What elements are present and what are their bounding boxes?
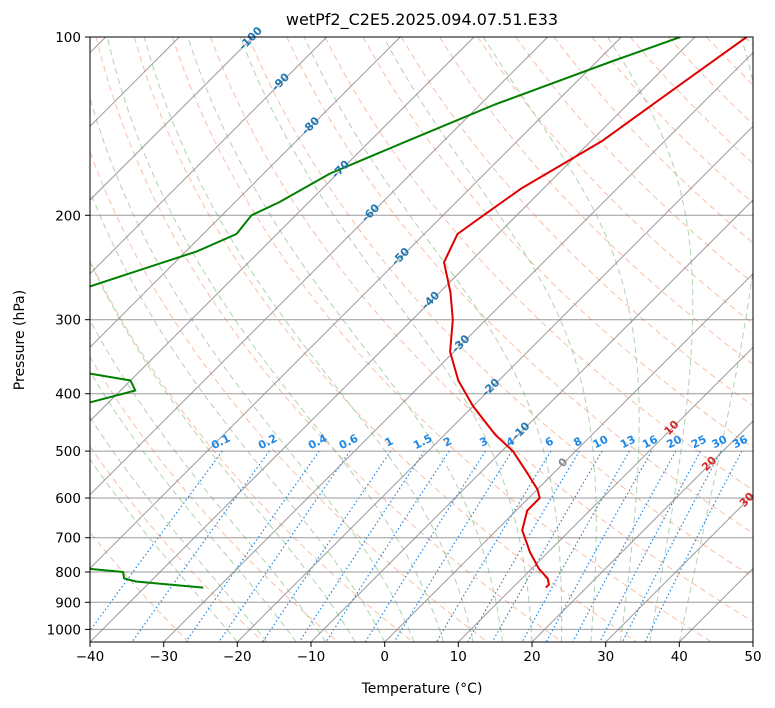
y-tick-label: 400	[55, 387, 81, 403]
mixing-ratio-line	[298, 450, 425, 642]
mixing-ratio-line	[218, 450, 351, 642]
x-tick-label: 0	[380, 649, 389, 665]
x-tick-label: 30	[597, 649, 614, 665]
dry-adiabat	[171, 37, 712, 642]
mixing-ratio-line	[545, 450, 653, 642]
x-tick-label: 10	[450, 649, 467, 665]
background-lines	[90, 37, 753, 642]
chart-title: wetPf2_C2E5.2025.094.07.51.E33	[286, 10, 558, 30]
y-tick-label: 800	[55, 565, 81, 581]
dry-adiabat	[90, 445, 264, 642]
profile-lines	[90, 37, 748, 589]
mixing-ratio-label: 10	[591, 433, 611, 452]
y-tick-label: 500	[55, 444, 81, 460]
isotherm-line	[384, 272, 753, 642]
plot-frame	[89, 36, 754, 643]
dewpoint-line	[90, 37, 681, 589]
dry-adiabat	[477, 37, 753, 325]
mixing-ratio-line	[491, 450, 603, 642]
gridlines	[90, 37, 753, 642]
y-tick-label: 600	[55, 491, 81, 507]
moist-adiabat	[607, 37, 694, 642]
x-tick-label: 50	[744, 649, 761, 665]
isotherm-line	[90, 37, 328, 275]
y-tick-label: 900	[55, 595, 81, 611]
y-tick-label: 200	[55, 208, 81, 224]
dry-adiabat	[90, 150, 488, 642]
isotherm-line	[90, 37, 254, 201]
moist-adiabat	[90, 260, 356, 642]
moist-adiabat	[90, 319, 327, 642]
mixing-ratio-line	[90, 450, 223, 632]
temperature-line	[443, 37, 748, 589]
x-axis-ticks: −40 −30 −20 −10 0 10 20 30 40 50	[76, 642, 762, 665]
x-tick-label: −40	[76, 649, 105, 665]
isotherm-line	[236, 125, 753, 642]
y-tick-label: 1000	[47, 622, 81, 638]
isotherm-line	[163, 51, 753, 642]
moist-adiabat	[678, 37, 753, 642]
moist-adiabat	[90, 370, 297, 642]
dry-adiabat	[438, 37, 753, 366]
y-axis-label: Pressure (hPa)	[12, 290, 28, 390]
mixing-ratio-label: 25	[689, 433, 709, 452]
mixing-ratio-line	[599, 450, 702, 642]
dry-adiabat	[248, 37, 753, 578]
moist-adiabat	[106, 37, 445, 642]
isotherm-line	[90, 37, 401, 349]
isotherm-line	[457, 346, 753, 642]
x-axis-label: Temperature (°C)	[361, 681, 483, 697]
mixing-ratio-label: 13	[618, 433, 638, 452]
dry-adiabat	[90, 356, 339, 642]
x-tick-label: −30	[149, 649, 178, 665]
isotherm-line	[90, 37, 549, 496]
moist-adiabat	[383, 37, 597, 642]
mixing-ratio-label: 30	[710, 433, 730, 452]
x-tick-label: −10	[297, 649, 326, 665]
mixing-ratio-line	[521, 450, 631, 642]
y-axis-ticks: 100 200 300 400 500 600 700 800 900 1000	[47, 30, 90, 638]
y-tick-label: 700	[55, 531, 81, 547]
x-tick-label: 20	[523, 649, 540, 665]
moist-adiabat	[239, 37, 533, 642]
y-tick-label: 100	[55, 30, 81, 46]
moist-adiabat	[143, 37, 474, 642]
moist-adiabat	[90, 458, 238, 642]
mixing-ratio-line	[621, 450, 722, 642]
dry-adiabat	[210, 37, 753, 623]
isotherm-line	[90, 37, 622, 570]
x-tick-label: −20	[223, 649, 252, 665]
mixing-ratio-label: 36	[730, 433, 750, 452]
isotherm-line	[310, 199, 753, 642]
mixing-ratio-label: 16	[640, 433, 660, 452]
dry-adiabat	[133, 37, 638, 642]
isotherm-line	[531, 420, 753, 642]
mixing-ratio-label: 20	[664, 433, 684, 452]
mixing-ratio-line	[185, 450, 320, 642]
x-tick-label: 40	[671, 649, 688, 665]
moist-adiabat	[90, 416, 268, 642]
y-tick-label: 300	[55, 313, 81, 329]
moist-adiabat	[482, 37, 640, 642]
mixing-ratio-line	[262, 450, 392, 642]
mixing-ratio-line	[644, 450, 743, 642]
isotherm-line	[605, 493, 753, 642]
moist-adiabat	[303, 37, 563, 642]
dry-adiabat	[95, 37, 563, 642]
isotherm-line	[90, 37, 696, 642]
mixing-ratio-line	[572, 450, 677, 642]
isotherm-line	[90, 37, 475, 422]
moist-adiabat	[90, 189, 386, 642]
dry-adiabat	[324, 37, 753, 491]
moist-adiabat	[187, 37, 503, 642]
